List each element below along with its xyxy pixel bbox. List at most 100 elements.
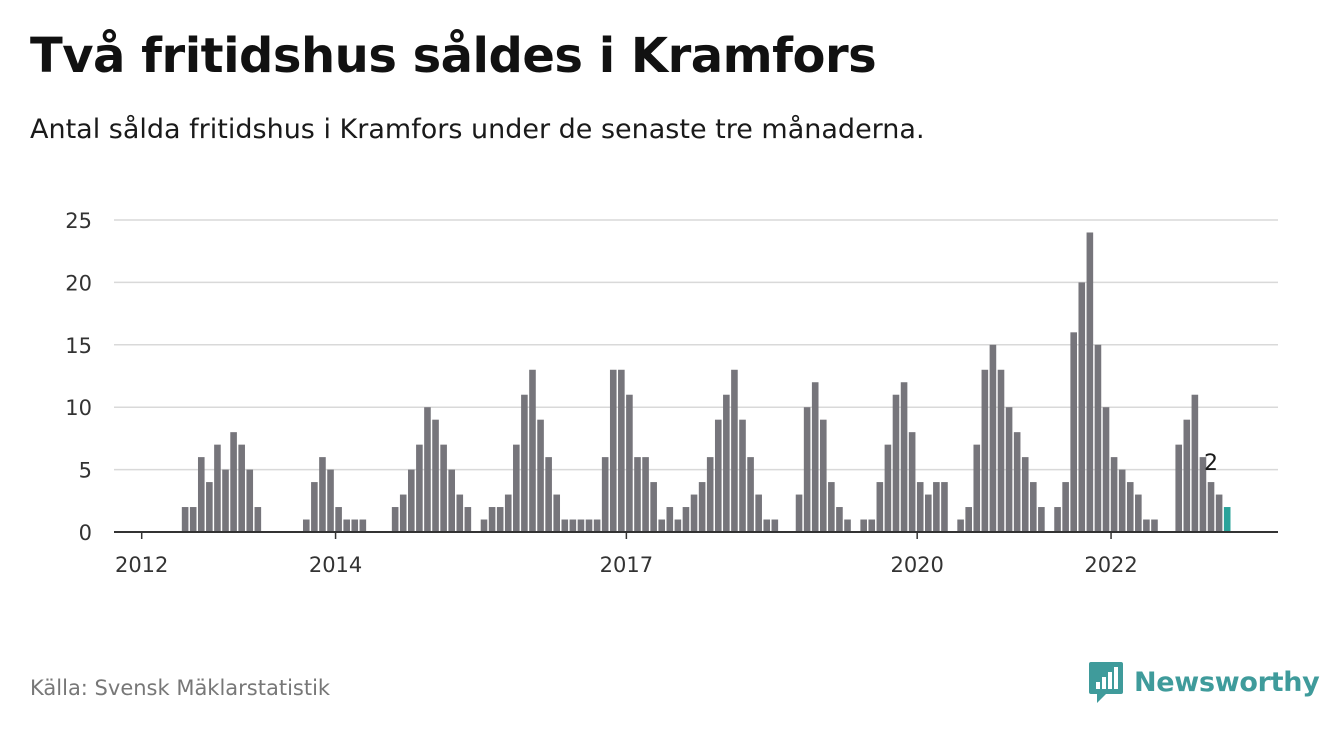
bar [424,407,431,532]
bar [585,519,593,532]
x-tick-label: 2022 [1084,553,1137,577]
bar [1102,407,1110,532]
bar [941,482,948,532]
brand-logo[interactable]: Newsworthy [1088,660,1320,704]
bar-latest [1223,507,1231,532]
bar [674,519,682,532]
x-axis-ticks: 2012 2014 2017 2020 2022 [115,532,1138,577]
bar [214,444,221,532]
bar [577,519,585,532]
bar [302,519,310,532]
bar [763,519,771,532]
bar [537,419,544,532]
bar [755,494,762,532]
bar [1207,482,1215,532]
bar [731,369,738,532]
bar [747,457,754,532]
data-labels: 2 [1204,451,1218,476]
bar [1013,432,1021,532]
bar [860,519,867,532]
bar [553,494,561,532]
bar [626,394,633,532]
bar [634,457,641,532]
y-tick-label: 0 [79,521,92,545]
bar [892,394,900,532]
y-tick-label: 5 [79,459,92,483]
bar [480,519,488,532]
bar [222,469,229,532]
x-tick-label: 2017 [600,553,653,577]
source-note: Källa: Svensk Mäklarstatistik [30,676,331,700]
bar [1062,482,1069,532]
x-tick-label: 2020 [890,553,943,577]
bar [1118,469,1126,532]
bar [351,519,359,532]
bar [189,507,197,532]
bar [642,457,649,532]
brand-name: Newsworthy [1134,666,1320,698]
bar [1191,394,1199,532]
bar [876,482,884,532]
page-title: Två fritidshus såldes i Kramfors [30,28,877,84]
bar [1143,519,1150,532]
x-tick-label: 2014 [309,553,362,577]
bar [690,494,698,532]
bar [908,432,916,532]
bar [311,482,318,532]
bar [359,519,367,532]
bar [1126,482,1134,532]
bar [609,369,617,532]
bar [723,394,730,532]
bar [658,519,666,532]
bar [343,519,350,532]
bar [521,394,528,532]
newsworthy-logo-icon [1089,662,1123,703]
bar [1054,507,1061,532]
bar [795,494,803,532]
bar [1005,407,1013,532]
bar [206,482,213,532]
bar [933,482,940,532]
bar [569,519,577,532]
bar [327,469,334,532]
bar [496,507,504,532]
y-axis-ticks: 0 5 10 15 20 25 [65,209,92,545]
bar [650,482,657,532]
bar [714,419,722,532]
bar [561,519,569,532]
bar [973,444,981,532]
bar [957,519,964,532]
y-tick-label: 15 [65,334,92,358]
bar [1094,344,1102,532]
bar [1215,494,1223,532]
bar [981,369,989,532]
bar-chart: 0 5 10 15 20 25 2012 2014 2017 2020 2022 2 [65,209,1278,577]
bar [1086,232,1094,533]
bar [319,457,326,532]
bar [197,457,205,532]
bar [1151,519,1158,532]
bar [1199,457,1207,532]
data-label: 2 [1204,451,1218,476]
bar [601,457,609,532]
bar [335,507,342,532]
y-tick-label: 10 [65,396,92,420]
bar [230,432,237,532]
bar [1070,332,1077,532]
bar [803,407,811,532]
bar [989,344,997,532]
bar [529,369,536,532]
bar [238,444,245,532]
x-tick-label: 2012 [115,553,168,577]
bar [1021,457,1029,532]
bar [682,507,690,532]
y-tick-label: 25 [65,209,92,233]
bar [448,469,455,532]
bar [811,382,819,532]
bar [593,519,601,532]
bar [739,419,746,532]
bar [416,444,423,532]
bars [181,232,1231,533]
bar [246,469,254,532]
bar [900,382,908,532]
